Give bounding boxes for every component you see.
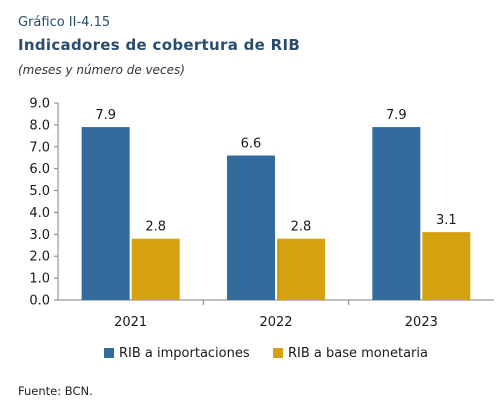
bar-importaciones-2023 (372, 127, 421, 300)
y-tick-label: 0.0 (29, 294, 50, 309)
data-label: 7.9 (386, 108, 407, 123)
bar-importaciones-2021 (81, 127, 130, 300)
data-label: 6.6 (241, 137, 262, 152)
bar-base-monetaria-2021 (131, 238, 180, 300)
data-label: 7.9 (95, 108, 116, 123)
legend-label: RIB a importaciones (119, 346, 250, 361)
y-tick-label: 1.0 (29, 272, 50, 287)
y-tick-label: 9.0 (29, 97, 50, 112)
x-tick-label: 2023 (405, 315, 438, 330)
chart-title: Indicadores de cobertura de RIB (18, 36, 301, 54)
y-tick-label: 6.0 (29, 162, 50, 177)
data-label: 3.1 (436, 213, 457, 228)
y-tick-label: 3.0 (29, 228, 50, 243)
legend-swatch (104, 348, 114, 358)
figure-number: Gráfico II-4.15 (18, 15, 111, 30)
y-tick-label: 7.0 (29, 140, 50, 155)
bar-base-monetaria-2023 (422, 232, 471, 300)
y-tick-label: 4.0 (29, 206, 50, 221)
y-tick-label: 2.0 (29, 250, 50, 265)
bar-importaciones-2022 (227, 155, 275, 300)
y-tick-label: 5.0 (29, 184, 50, 199)
bar-base-monetaria-2022 (277, 238, 325, 300)
source-note: Fuente: BCN. (18, 384, 93, 398)
chart-subtitle: (meses y número de veces) (18, 63, 185, 77)
x-tick-label: 2022 (259, 315, 292, 330)
data-label: 2.8 (145, 220, 166, 235)
data-label: 2.8 (291, 220, 312, 235)
legend-label: RIB a base monetaria (288, 346, 428, 361)
y-tick-label: 8.0 (29, 118, 50, 133)
x-tick-label: 2021 (114, 315, 147, 330)
legend-swatch (273, 348, 283, 358)
